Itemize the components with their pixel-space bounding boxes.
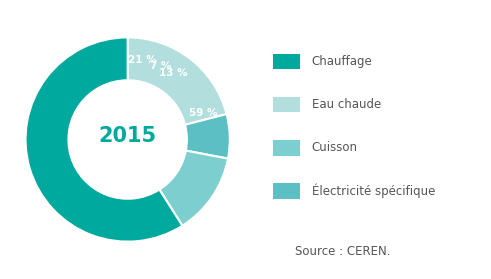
Text: Source : CEREN.: Source : CEREN.: [295, 245, 390, 258]
Text: Eau chaude: Eau chaude: [312, 98, 381, 111]
Text: 59 %: 59 %: [190, 108, 218, 117]
Wedge shape: [128, 37, 226, 125]
Text: Cuisson: Cuisson: [312, 141, 358, 154]
Text: Chauffage: Chauffage: [312, 55, 373, 68]
Wedge shape: [160, 151, 228, 226]
Wedge shape: [185, 114, 230, 159]
Wedge shape: [26, 37, 182, 242]
Text: Électricité spécifique: Électricité spécifique: [312, 184, 435, 198]
Text: 13 %: 13 %: [159, 68, 188, 78]
Text: 21 %: 21 %: [128, 55, 157, 65]
Text: 2015: 2015: [99, 126, 157, 146]
Text: 7 %: 7 %: [150, 61, 172, 71]
